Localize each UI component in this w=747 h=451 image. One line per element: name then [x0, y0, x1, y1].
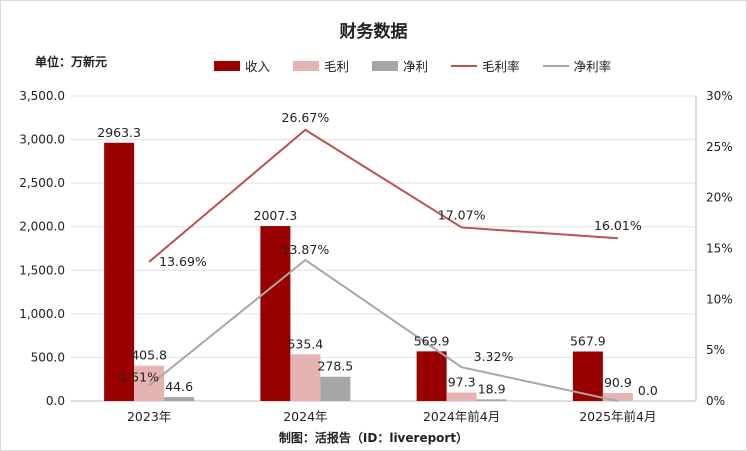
y-left-tick-label: 3,000.0 — [19, 133, 65, 147]
data-label-gross-profit: 97.3 — [448, 375, 476, 390]
legend-item-net-margin: 净利率 — [542, 56, 612, 75]
data-label-net-margin: 13.87% — [282, 242, 330, 257]
bar-gross-profit — [290, 354, 321, 401]
legend-item-revenue: 收入 — [214, 56, 270, 75]
data-label-net-profit: 0.0 — [638, 383, 658, 398]
data-label-net-profit: 278.5 — [317, 359, 353, 374]
bar-revenue — [104, 142, 135, 401]
x-tick-label: 2023年 — [127, 409, 171, 424]
data-label-gross-margin: 17.07% — [438, 207, 486, 222]
legend-label-gross-margin: 毛利率 — [482, 59, 520, 74]
legend-swatch-net-profit — [372, 60, 399, 71]
y-left-tick-label: 2,000.0 — [19, 220, 65, 234]
line-gross-margin — [148, 128, 618, 263]
data-label-gross-profit: 90.9 — [604, 375, 632, 390]
data-label-net-profit: 44.6 — [165, 379, 193, 394]
x-tick-label: 2024年 — [283, 409, 327, 424]
legend-label-net-margin: 净利率 — [573, 59, 612, 74]
legend-label-gross-profit: 毛利 — [324, 59, 350, 74]
y-right-tick-label: 25% — [706, 140, 733, 154]
y-left-tick-label: 2,500.0 — [19, 176, 65, 190]
legend-line-net-margin — [542, 64, 569, 67]
legend-item-gross-profit: 毛利 — [293, 56, 349, 75]
y-right-tick-label: 20% — [706, 191, 733, 205]
legend-swatch-revenue — [214, 60, 240, 71]
y-right-tick-label: 30% — [706, 89, 733, 103]
line-net-margin — [148, 258, 619, 402]
bar-net-profit — [164, 397, 195, 401]
y-right-tick-label: 5% — [706, 343, 725, 357]
legend-item-gross-margin: 毛利率 — [451, 56, 520, 75]
y-left-tick-label: 1,000.0 — [19, 307, 65, 321]
y-left-tick-label: 3,500.0 — [19, 89, 65, 103]
legend-item-net-profit: 净利 — [372, 56, 428, 75]
y-right-tick-label: 10% — [706, 292, 733, 306]
legend: 收入 毛利 净利 毛利率 净利率 — [214, 56, 634, 75]
y-left-tick-label: 1,500.0 — [19, 263, 65, 277]
data-label-net-margin: 3.32% — [474, 349, 514, 364]
data-label-revenue: 567.9 — [570, 334, 606, 349]
data-label-gross-profit: 535.4 — [287, 336, 323, 351]
y-left-tick-label: 500.0 — [31, 350, 65, 364]
x-tick-label: 2024年前4月 — [423, 409, 500, 424]
data-label-gross-profit: 405.8 — [131, 348, 167, 363]
data-label-revenue: 2007.3 — [254, 208, 298, 223]
bar-revenue — [260, 226, 291, 401]
legend-swatch-gross-profit — [293, 60, 320, 71]
unit-label: 单位：万新元 — [35, 55, 108, 69]
legend-label-revenue: 收入 — [245, 59, 271, 74]
data-label-revenue: 569.9 — [414, 333, 450, 348]
y-left-tick-label: 0.0 — [46, 394, 65, 408]
bar-revenue — [416, 351, 447, 401]
data-label-net-profit: 18.9 — [478, 381, 506, 396]
chart-footer: 制图：活报告（ID：livereport） — [278, 431, 469, 445]
y-right-tick-label: 15% — [706, 242, 733, 256]
bar-gross-profit — [602, 393, 633, 401]
bar-net-profit — [320, 376, 351, 401]
data-label-gross-margin: 16.01% — [594, 218, 642, 233]
legend-label-net-profit: 净利 — [403, 59, 429, 74]
data-label-gross-margin: 26.67% — [282, 110, 330, 125]
legend-line-gross-margin — [451, 64, 478, 67]
data-label-net-margin: 1.51% — [119, 370, 159, 385]
bar-net-profit — [476, 399, 507, 401]
x-tick-label: 2025年前4月 — [579, 409, 656, 424]
data-label-gross-margin: 13.69% — [159, 254, 207, 269]
bar-gross-profit — [446, 392, 477, 401]
bar-gross-profit — [134, 365, 165, 401]
y-right-tick-label: 0% — [706, 394, 725, 408]
chart-title: 财务数据 — [339, 22, 408, 42]
data-label-revenue: 2963.3 — [97, 125, 141, 140]
